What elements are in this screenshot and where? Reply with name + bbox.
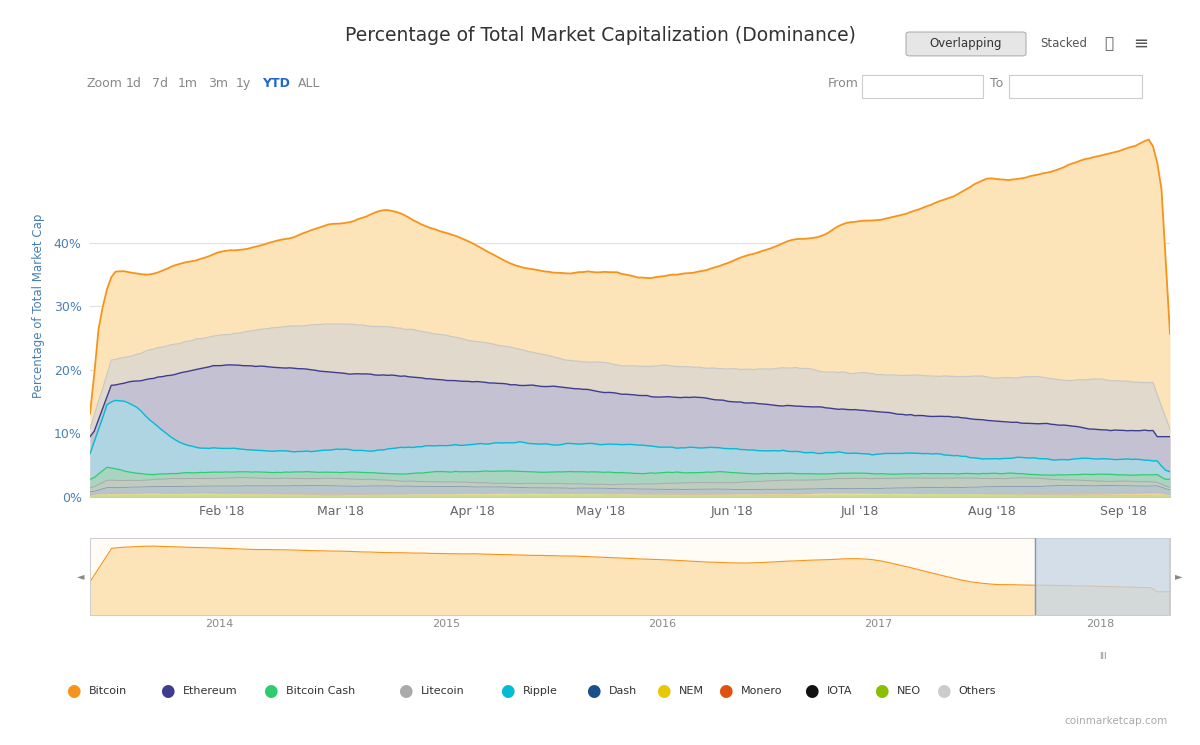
- Text: III: III: [1099, 652, 1106, 661]
- Text: ●: ●: [500, 682, 515, 700]
- Text: ●: ●: [656, 682, 671, 700]
- Text: 1y: 1y: [235, 77, 251, 89]
- Text: Sep 11, 2018: Sep 11, 2018: [1037, 80, 1116, 93]
- Text: Ripple: Ripple: [523, 686, 558, 697]
- Text: Ethereum: Ethereum: [184, 686, 238, 697]
- Text: Litecoin: Litecoin: [421, 686, 464, 697]
- Text: Others: Others: [959, 686, 996, 697]
- Text: Bitcoin Cash: Bitcoin Cash: [286, 686, 355, 697]
- Text: 3m: 3m: [208, 77, 228, 89]
- Text: ●: ●: [718, 682, 732, 700]
- Text: Zoom: Zoom: [86, 77, 122, 89]
- Text: ALL: ALL: [298, 77, 320, 89]
- Text: YTD: YTD: [262, 77, 289, 89]
- Text: ►: ►: [1175, 571, 1183, 581]
- Text: Stacked: Stacked: [1040, 37, 1087, 51]
- Text: Monero: Monero: [740, 686, 782, 697]
- Text: ●: ●: [587, 682, 601, 700]
- Text: coinmarketcap.com: coinmarketcap.com: [1064, 717, 1168, 726]
- Text: ●: ●: [874, 682, 888, 700]
- Text: From: From: [828, 77, 859, 89]
- Text: ⤢: ⤢: [1104, 37, 1114, 51]
- Bar: [1034, 539, 1170, 615]
- Text: 1d: 1d: [126, 77, 142, 89]
- Text: NEO: NEO: [896, 686, 922, 697]
- Text: ≡: ≡: [1133, 35, 1148, 53]
- Text: Overlapping: Overlapping: [930, 37, 1002, 51]
- Text: Bitcoin: Bitcoin: [89, 686, 127, 697]
- Text: ●: ●: [161, 682, 175, 700]
- Text: ◄: ◄: [77, 571, 84, 581]
- Text: ●: ●: [804, 682, 818, 700]
- Text: Dash: Dash: [610, 686, 637, 697]
- Text: ●: ●: [66, 682, 80, 700]
- Text: Percentage of Total Market Capitalization (Dominance): Percentage of Total Market Capitalizatio…: [344, 26, 856, 45]
- Text: IOTA: IOTA: [827, 686, 852, 697]
- Text: NEM: NEM: [679, 686, 704, 697]
- Text: ●: ●: [936, 682, 950, 700]
- Text: ●: ●: [263, 682, 277, 700]
- Text: 1m: 1m: [178, 77, 198, 89]
- Text: ●: ●: [398, 682, 413, 700]
- Text: Jan 1, 2018: Jan 1, 2018: [889, 80, 956, 93]
- Text: To: To: [990, 77, 1003, 89]
- Text: 7d: 7d: [152, 77, 168, 89]
- Y-axis label: Percentage of Total Market Cap: Percentage of Total Market Cap: [32, 214, 46, 399]
